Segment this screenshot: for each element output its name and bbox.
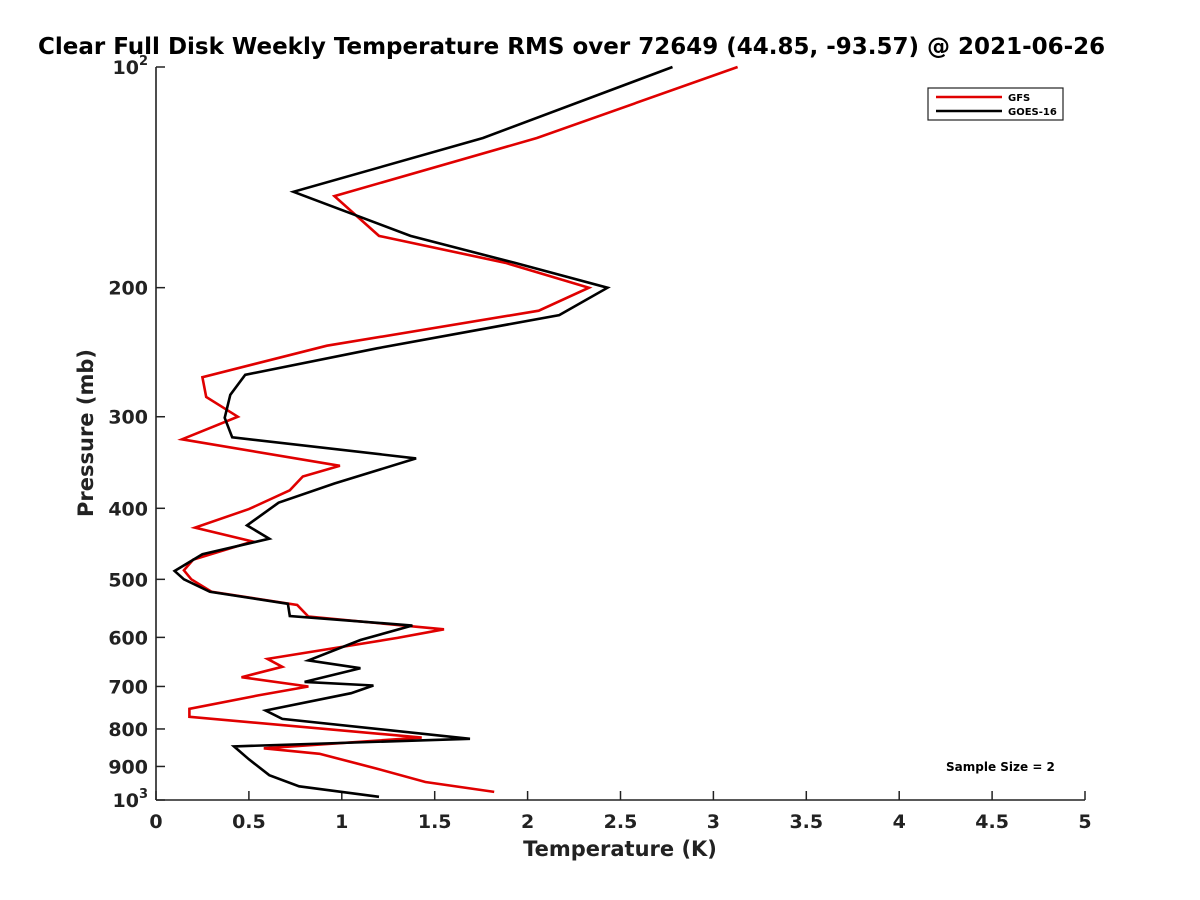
legend: GFS GOES-16 <box>927 87 1064 121</box>
x-tick-label: 1 <box>335 811 348 833</box>
x-axis-label: Temperature (K) <box>523 837 717 861</box>
series-line-gfs <box>177 65 739 794</box>
legend-label: GFS <box>1008 93 1030 104</box>
x-tick-label: 3 <box>707 811 720 833</box>
y-tick-label: 500 <box>108 569 148 591</box>
y-tick-label-base: 10 <box>113 790 139 812</box>
y-tick-label: 700 <box>108 676 148 698</box>
x-tick-label: 1.5 <box>418 811 452 833</box>
sample-size-annotation: Sample Size = 2 <box>946 760 1055 774</box>
legend-label: GOES-16 <box>1008 107 1057 118</box>
series-line-goes-16 <box>172 65 673 799</box>
x-tick-label: 5 <box>1078 811 1091 833</box>
y-tick-label: 102 <box>113 54 149 79</box>
y-tick-label: 103 <box>113 787 149 812</box>
x-tick-label: 4.5 <box>975 811 1009 833</box>
y-tick-label-base: 10 <box>113 57 139 79</box>
chart-title: Clear Full Disk Weekly Temperature RMS o… <box>38 34 1105 60</box>
series-lines <box>172 65 739 799</box>
y-tick-label: 800 <box>108 719 148 741</box>
y-tick-label: 900 <box>108 756 148 778</box>
y-tick-label: 600 <box>108 627 148 649</box>
y-tick-label: 400 <box>108 498 148 520</box>
x-axis: 0 0.5 1 1.5 2 2.5 3 3.5 4 4.5 5 <box>149 791 1092 833</box>
y-tick-label: 200 <box>108 278 148 300</box>
x-tick-label: 2 <box>521 811 534 833</box>
x-tick-label: 0 <box>149 811 162 833</box>
y-axis-label: Pressure (mb) <box>74 349 98 517</box>
y-tick-label-exponent: 2 <box>139 54 148 69</box>
x-tick-label: 4 <box>893 811 906 833</box>
y-tick-label-exponent: 3 <box>139 787 148 802</box>
x-tick-label: 0.5 <box>232 811 266 833</box>
x-tick-label: 3.5 <box>789 811 823 833</box>
y-tick-label: 300 <box>108 407 148 429</box>
legend-box <box>927 87 1064 121</box>
x-tick-label: 2.5 <box>604 811 638 833</box>
